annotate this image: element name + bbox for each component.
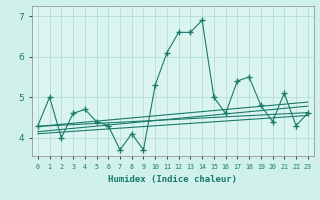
X-axis label: Humidex (Indice chaleur): Humidex (Indice chaleur) (108, 175, 237, 184)
